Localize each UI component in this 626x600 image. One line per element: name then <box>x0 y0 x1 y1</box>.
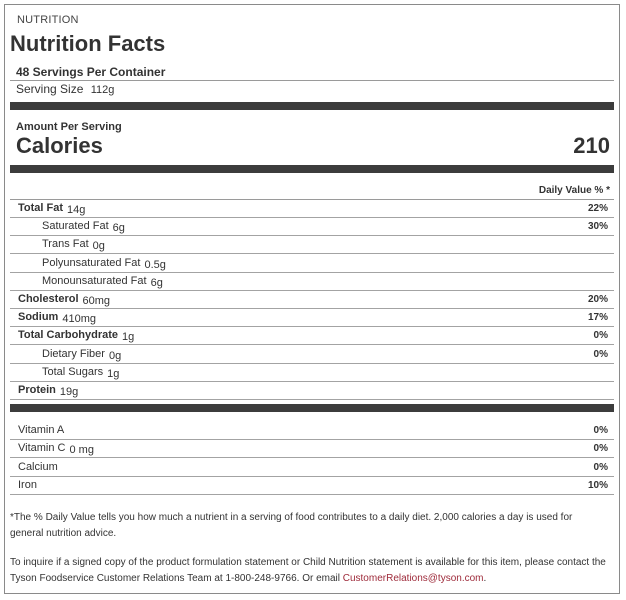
nutrient-daily-value: 30% <box>587 221 608 233</box>
serving-size-value: 112g <box>90 84 115 96</box>
customer-relations-email-link[interactable]: CustomerRelations@tyson.com <box>342 573 484 584</box>
nutrient-amount: 1g <box>122 331 135 344</box>
nutrient-name: Total Sugars 1g <box>42 365 120 380</box>
vitamin-name: Vitamin A <box>18 424 68 436</box>
daily-value-header: Daily Value % * <box>538 185 610 196</box>
vitamin-daily-value: 0% <box>593 425 608 436</box>
nutrient-label: Saturated Fat <box>42 220 109 233</box>
nutrient-name: Cholesterol 60mg <box>18 293 111 307</box>
vitamin-label: Iron <box>18 479 37 492</box>
nutrient-name: Total Carbohydrate 1g <box>18 329 135 344</box>
vitamin-name: Iron <box>18 479 41 491</box>
nutrient-label: Dietary Fiber <box>42 347 105 360</box>
vitamin-label: Vitamin C <box>18 442 66 455</box>
serving-size-label: Serving Size <box>16 82 84 96</box>
daily-value-footnote: *The % Daily Value tells you how much a … <box>10 512 573 539</box>
nutrient-amount: 6g <box>150 276 163 289</box>
nutrient-row: Dietary Fiber 0g 0% <box>10 346 614 364</box>
nutrient-row: Total Carbohydrate 1g 0% <box>10 327 614 346</box>
nutrient-row: Saturated Fat 6g 30% <box>10 218 614 237</box>
amount-per-serving: Amount Per Serving <box>16 121 122 133</box>
nutrient-amount: 1g <box>107 367 120 380</box>
nutrient-label: Cholesterol <box>18 293 79 305</box>
vitamin-amount: 0 mg <box>69 444 94 457</box>
nutrient-name: Sodium 410mg <box>18 311 96 326</box>
nutrient-daily-value: 20% <box>587 294 608 305</box>
inquiry-suffix: . <box>483 573 487 584</box>
nutrient-row: Total Fat 14g 22% <box>10 200 614 218</box>
nutrient-label: Protein <box>18 384 56 396</box>
vitamin-daily-value: 0% <box>593 443 608 455</box>
nutrient-amount: 0g <box>92 240 105 253</box>
nutrient-name: Saturated Fat 6g <box>42 220 125 235</box>
nutrient-daily-value: 22% <box>587 203 608 214</box>
vitamin-label: Calcium <box>18 460 58 473</box>
nutrient-label: Total Fat <box>18 202 64 214</box>
thick-rule <box>10 102 614 110</box>
nutrient-row: Trans Fat 0g <box>10 236 614 255</box>
calories-label: Calories <box>16 133 103 158</box>
nutrient-row: Monounsaturated Fat 6g <box>10 273 614 291</box>
nutrient-row: Total Sugars 1g <box>10 364 614 382</box>
nutrient-label: Sodium <box>18 311 59 324</box>
vitamin-daily-value: 10% <box>587 480 608 492</box>
nutrient-daily-value: 0% <box>593 348 608 360</box>
thick-rule <box>10 165 614 173</box>
nutrient-name: Dietary Fiber 0g <box>42 347 122 362</box>
servings-per-container: 48 Servings Per Container <box>16 65 166 79</box>
vitamin-row: Calcium 0% <box>10 459 614 477</box>
nutrient-label: Total Sugars <box>42 365 104 378</box>
nutrient-name: Polyunsaturated Fat 0.5g <box>42 256 166 271</box>
nutrient-name: Protein 19g <box>18 384 79 398</box>
nutrient-daily-value: 17% <box>587 312 608 324</box>
nutrient-amount: 0.5g <box>144 258 166 271</box>
inquiry-text: To inquire if a signed copy of the produ… <box>10 557 606 584</box>
thick-rule <box>10 404 614 412</box>
nutrition-panel <box>4 4 620 594</box>
vitamin-label: Vitamin A <box>18 424 65 436</box>
section-label: NUTRITION <box>17 14 79 26</box>
vitamin-daily-value: 0% <box>593 461 608 473</box>
calories-value: 210 <box>573 133 610 158</box>
nutrient-row: Protein 19g <box>10 382 614 400</box>
nutrient-label: Trans Fat <box>42 238 89 251</box>
nutrient-amount: 410mg <box>62 313 96 326</box>
nutrient-amount: 6g <box>112 222 125 235</box>
nutrition-title: Nutrition Facts <box>10 31 166 56</box>
nutrient-name: Monounsaturated Fat 6g <box>42 274 163 289</box>
serving-size: Serving Size 112g <box>16 82 114 96</box>
vitamin-row: Iron 10% <box>10 477 614 496</box>
nutrient-amount: 0g <box>108 349 122 362</box>
nutrient-amount: 60mg <box>82 295 111 307</box>
nutrient-amount: 19g <box>59 386 79 398</box>
nutrient-daily-value: 0% <box>593 330 608 342</box>
nutrient-row: Cholesterol 60mg 20% <box>10 291 614 309</box>
nutrient-name: Total Fat 14g <box>18 202 86 216</box>
vitamin-name: Calcium <box>18 461 62 473</box>
nutrient-label: Polyunsaturated Fat <box>42 256 141 269</box>
inquiry-note: To inquire if a signed copy of the produ… <box>10 555 608 587</box>
nutrient-label: Total Carbohydrate <box>18 329 119 342</box>
nutrient-label: Monounsaturated Fat <box>42 274 147 287</box>
nutrient-amount: 14g <box>67 204 86 216</box>
nutrient-row: Sodium 410mg 17% <box>10 309 614 328</box>
nutrient-name: Trans Fat 0g <box>42 238 105 253</box>
divider <box>10 199 614 200</box>
nutrient-row: Polyunsaturated Fat 0.5g <box>10 255 614 273</box>
vitamin-row: Vitamin A 0% <box>10 422 614 440</box>
divider <box>10 80 614 81</box>
